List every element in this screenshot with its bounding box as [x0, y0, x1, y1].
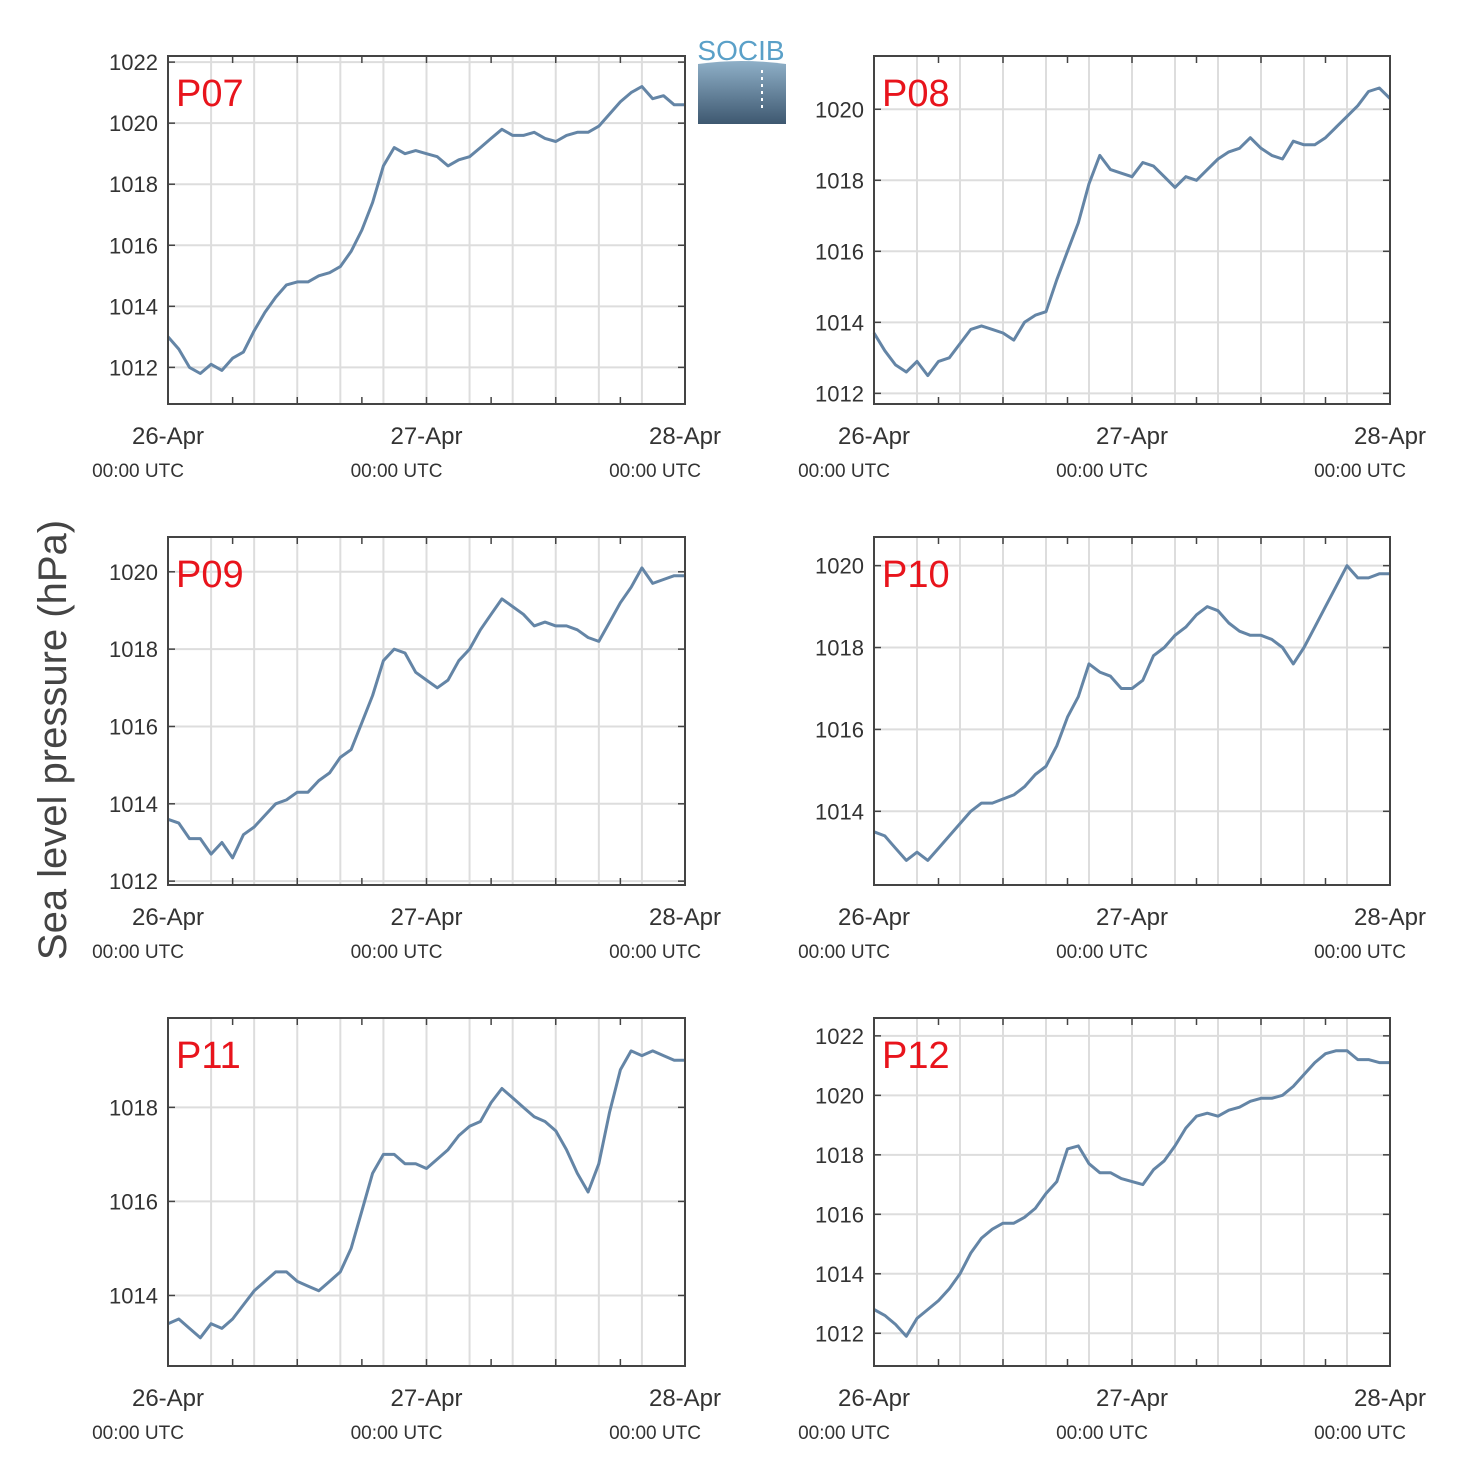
- panel-title: P11: [176, 1035, 241, 1077]
- panel-title: P08: [882, 73, 950, 115]
- x-tick-time-label: 00:00 UTC: [92, 461, 184, 482]
- y-tick-label: 1018: [815, 168, 864, 193]
- pressure-line: [167, 566, 685, 860]
- x-tick-date-label: 27-Apr: [1096, 423, 1168, 450]
- socib-logo: SOCIB: [697, 35, 786, 124]
- y-tick-label: 1022: [109, 50, 158, 75]
- x-tick-date-label: 26-Apr: [838, 904, 910, 931]
- x-tick-date-label: 26-Apr: [132, 423, 204, 450]
- y-tick-label: 1016: [109, 714, 158, 739]
- y-tick-label: 1022: [815, 1024, 864, 1049]
- x-tick-time-label: 00:00 UTC: [609, 942, 701, 963]
- plot-frame: [167, 536, 686, 886]
- plot-frame: [167, 1017, 686, 1367]
- x-tick-time-label: 00:00 UTC: [92, 1423, 184, 1444]
- x-tick-date-label: 27-Apr: [1096, 904, 1168, 931]
- y-tick-label: 1018: [109, 637, 158, 662]
- x-tick-date-label: 26-Apr: [132, 1385, 204, 1412]
- x-tick-time-label: 00:00 UTC: [798, 942, 890, 963]
- y-tick-label: 1020: [109, 560, 158, 585]
- y-tick-label: 1014: [815, 310, 864, 335]
- x-tick-time-label: 00:00 UTC: [1056, 1423, 1148, 1444]
- pressure-line: [873, 1049, 1390, 1338]
- x-tick-time-label: 00:00 UTC: [798, 1423, 890, 1444]
- panel-p12: 1012 1014 1016 1018 1020 1022 26-Apr 00:00 UTC 2…: [798, 1017, 1426, 1444]
- logo-wave-icon: [698, 61, 786, 124]
- y-tick-label: 1014: [815, 799, 864, 824]
- panel-p10: 1014 1016 1018 1020 26-Apr 00:00 UTC 27-Apr 00:…: [798, 536, 1426, 963]
- x-tick-date-label: 26-Apr: [132, 904, 204, 931]
- panel-p09: 1012 1014 1016 1018 1020 26-Apr 00:00 UTC 27-Ap…: [92, 536, 721, 963]
- y-tick-label: 1014: [109, 792, 158, 817]
- x-tick-date-label: 27-Apr: [390, 904, 462, 931]
- panel-p08: 1012 1014 1016 1018 1020 26-Apr 00:00 UTC 27-Ap…: [798, 55, 1426, 482]
- y-tick-label: 1014: [109, 294, 158, 319]
- x-tick-time-label: 00:00 UTC: [1056, 942, 1148, 963]
- y-tick-label: 1018: [815, 1143, 864, 1168]
- x-tick-time-label: 00:00 UTC: [351, 461, 443, 482]
- y-tick-label: 1012: [815, 381, 864, 406]
- plot-frame: [873, 536, 1391, 886]
- panel-title: P07: [176, 73, 244, 115]
- plot-frame: [167, 55, 686, 405]
- y-tick-label: 1016: [109, 233, 158, 258]
- x-tick-time-label: 00:00 UTC: [92, 942, 184, 963]
- x-tick-date-label: 28-Apr: [649, 904, 721, 931]
- x-tick-time-label: 00:00 UTC: [1314, 1423, 1406, 1444]
- x-tick-date-label: 28-Apr: [649, 1385, 721, 1412]
- y-tick-label: 1020: [815, 1083, 864, 1108]
- x-tick-time-label: 00:00 UTC: [798, 461, 890, 482]
- y-tick-label: 1012: [109, 355, 158, 380]
- x-tick-date-label: 26-Apr: [838, 423, 910, 450]
- x-tick-date-label: 27-Apr: [1096, 1385, 1168, 1412]
- x-tick-time-label: 00:00 UTC: [1056, 461, 1148, 482]
- y-tick-label: 1018: [815, 636, 864, 661]
- x-tick-date-label: 28-Apr: [1354, 904, 1426, 931]
- panel-p07: 1012 1014 1016 1018 1020 1022 26-Apr 00:00 UTC 2…: [92, 50, 721, 482]
- y-tick-label: 1012: [109, 869, 158, 894]
- panel-p11: 1014 1016 1018 26-Apr 00:00 UTC 27-Apr 00:00 U…: [92, 1017, 721, 1444]
- plot-frame: [873, 1017, 1391, 1367]
- y-tick-label: 1016: [815, 239, 864, 264]
- y-tick-label: 1014: [109, 1283, 158, 1308]
- x-tick-date-label: 28-Apr: [1354, 1385, 1426, 1412]
- x-tick-time-label: 00:00 UTC: [1314, 942, 1406, 963]
- x-tick-time-label: 00:00 UTC: [351, 1423, 443, 1444]
- x-tick-time-label: 00:00 UTC: [351, 942, 443, 963]
- x-tick-date-label: 27-Apr: [390, 423, 462, 450]
- pressure-line: [872, 86, 1392, 378]
- x-tick-date-label: 28-Apr: [1354, 423, 1426, 450]
- y-tick-label: 1018: [109, 172, 158, 197]
- logo-text: SOCIB: [697, 35, 784, 66]
- x-tick-time-label: 00:00 UTC: [609, 461, 701, 482]
- panel-title: P09: [176, 554, 244, 596]
- pressure-line: [873, 564, 1390, 862]
- pressure-line: [167, 1049, 685, 1340]
- y-tick-label: 1016: [815, 717, 864, 742]
- y-tick-label: 1020: [815, 97, 864, 122]
- panel-title: P10: [882, 554, 950, 596]
- x-tick-time-label: 00:00 UTC: [1314, 461, 1406, 482]
- pressure-line: [166, 85, 685, 375]
- x-tick-date-label: 28-Apr: [649, 423, 721, 450]
- y-tick-label: 1020: [815, 554, 864, 579]
- x-tick-date-label: 27-Apr: [390, 1385, 462, 1412]
- y-tick-label: 1014: [815, 1262, 864, 1287]
- x-tick-date-label: 26-Apr: [838, 1385, 910, 1412]
- y-tick-label: 1016: [815, 1202, 864, 1227]
- x-tick-time-label: 00:00 UTC: [609, 1423, 701, 1444]
- y-tick-label: 1012: [815, 1321, 864, 1346]
- y-tick-label: 1016: [109, 1189, 158, 1214]
- y-tick-label: 1020: [109, 111, 158, 136]
- plot-frame: [873, 55, 1391, 405]
- panel-title: P12: [882, 1035, 950, 1077]
- y-axis-title: Sea level pressure (hPa): [31, 520, 75, 960]
- y-tick-label: 1018: [109, 1095, 158, 1120]
